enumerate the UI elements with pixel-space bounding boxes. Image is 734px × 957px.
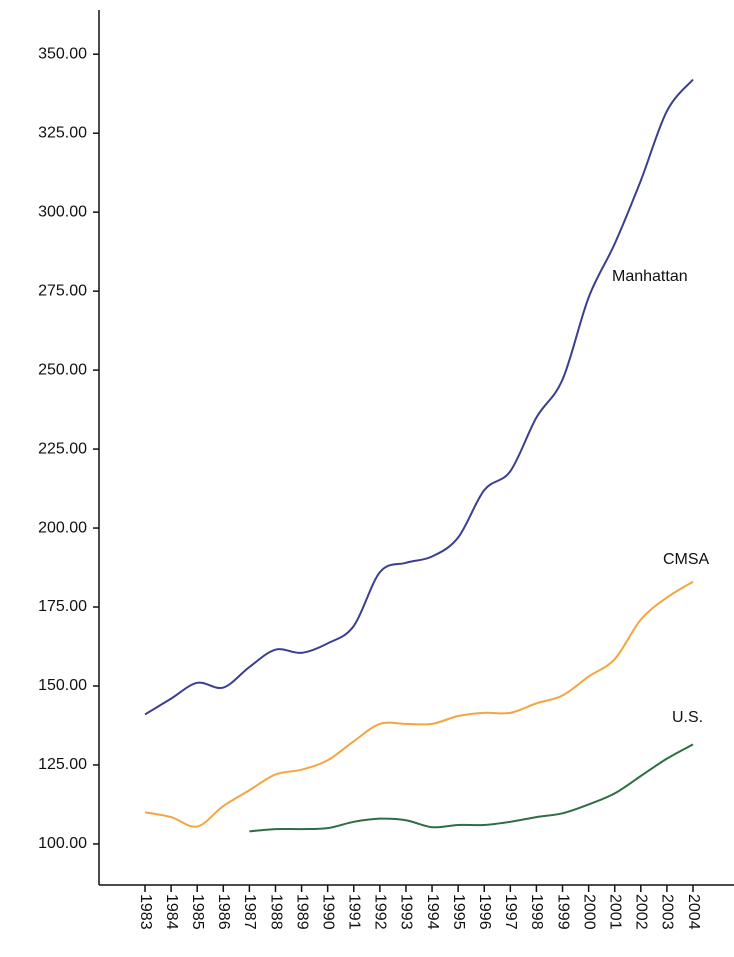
x-tick-label: 1995 [450,894,467,930]
x-tick-label: 1994 [424,894,441,930]
x-tick-label: 1992 [372,894,389,930]
x-tick-label: 1989 [293,894,310,930]
x-tick-label: 1998 [528,894,545,930]
y-tick-label: 125.00 [38,756,87,773]
series-label: Manhattan [612,268,688,285]
series-line [144,580,694,828]
x-tick-label: 2001 [606,894,623,930]
x-tick-label: 1997 [502,894,519,930]
x-tick-label: 2004 [685,894,702,930]
series-line [249,743,694,833]
x-tick-label: 1993 [398,894,415,930]
y-tick-label: 300.00 [38,203,87,220]
x-tick-label: 2003 [659,894,676,930]
x-tick-label: 1983 [137,894,154,930]
x-tick-label: 1988 [267,894,284,930]
series-label: CMSA [663,551,710,568]
x-tick-label: 1986 [215,894,232,930]
x-tick-label: 1987 [241,894,258,930]
y-tick-label: 350.00 [38,45,87,62]
x-tick-label: 1996 [476,894,493,930]
x-tick-label: 1985 [189,894,206,930]
y-tick-label: 200.00 [38,519,87,536]
x-tick-label: 2000 [580,894,597,930]
x-tick-label: 2002 [633,894,650,930]
y-tick-label: 325.00 [38,124,87,141]
y-tick-label: 175.00 [38,598,87,615]
series-line [144,78,694,716]
y-tick-label: 250.00 [38,361,87,378]
x-tick-label: 1990 [319,894,336,930]
y-tick-label: 100.00 [38,835,87,852]
x-tick-label: 1991 [346,894,363,930]
x-tick-label: 1984 [163,894,180,930]
y-tick-label: 150.00 [38,677,87,694]
x-tick-label: 1999 [554,894,571,930]
series-label: U.S. [672,709,703,726]
y-tick-label: 225.00 [38,440,87,457]
y-tick-label: 275.00 [38,282,87,299]
